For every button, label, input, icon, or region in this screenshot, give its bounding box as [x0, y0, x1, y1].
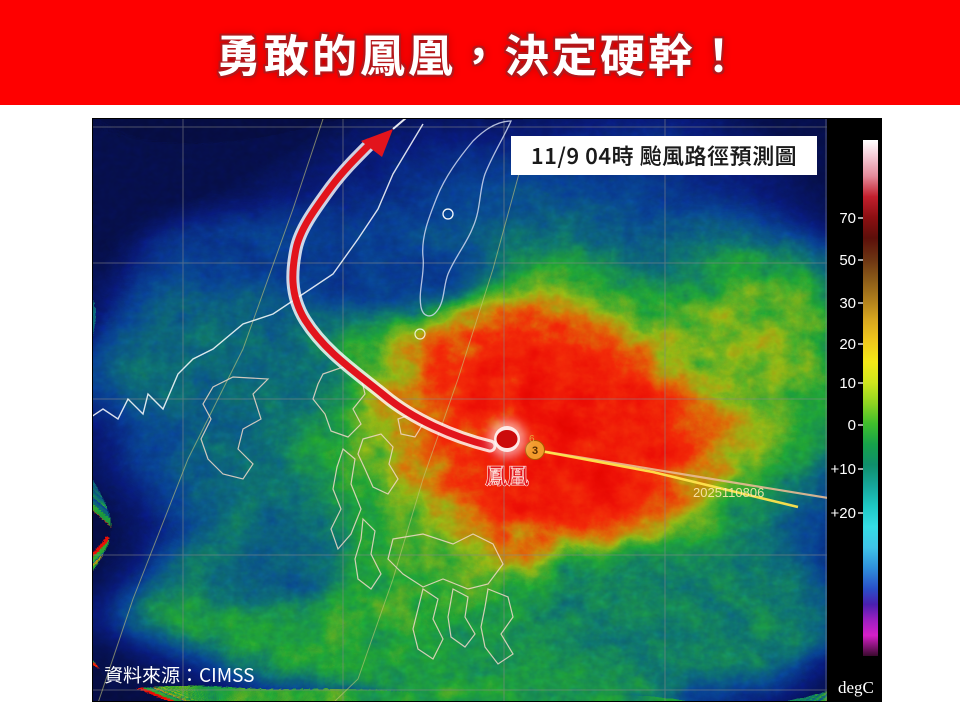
- svg-text:+20: +20: [831, 505, 856, 522]
- svg-text:鳳凰: 鳳凰: [485, 459, 529, 491]
- svg-text:10: 10: [839, 375, 856, 392]
- svg-text:30: 30: [839, 295, 856, 312]
- svg-text:2025110806: 2025110806: [693, 485, 764, 500]
- svg-text:6: 6: [529, 434, 535, 445]
- svg-text:70: 70: [839, 210, 856, 227]
- svg-text:0: 0: [848, 417, 856, 434]
- svg-text:50: 50: [839, 252, 856, 269]
- svg-text:3: 3: [532, 445, 538, 457]
- svg-text:20: 20: [839, 336, 856, 353]
- svg-text:+10: +10: [831, 461, 856, 478]
